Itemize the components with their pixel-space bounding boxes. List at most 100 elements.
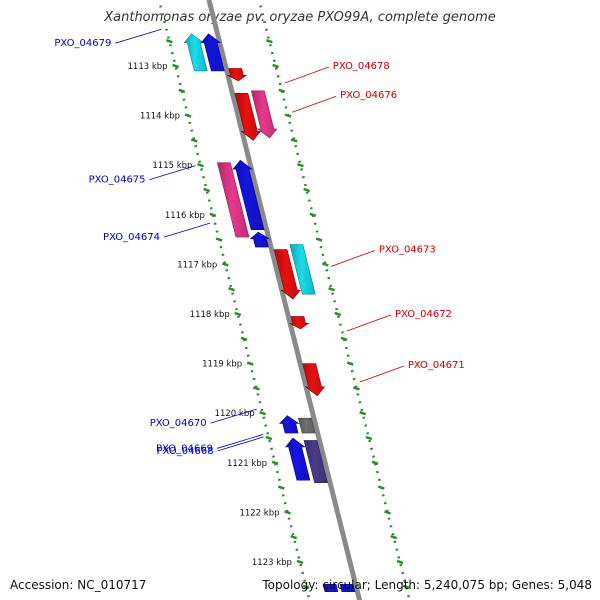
gene-feature [339, 584, 356, 593]
label-leader-line [284, 66, 329, 84]
ruler-tick [365, 435, 373, 441]
kbp-label: 1120 kbp [215, 409, 255, 419]
ruler-tick [190, 138, 198, 143]
gene-pxo-04671 [302, 363, 326, 397]
ruler-tick [290, 535, 298, 540]
ruler-tick [253, 386, 260, 391]
genome-backbone [206, 0, 363, 600]
kbp-label: 1114 kbp [140, 112, 180, 122]
ruler-tick [203, 187, 211, 193]
ruler-tick [315, 237, 323, 242]
ruler-tick [271, 460, 279, 465]
gene-label: PXO_04671 [408, 360, 465, 371]
ruler-tick [290, 138, 298, 143]
gene-feature [273, 249, 301, 300]
gene-label: PXO_04670 [150, 418, 207, 429]
ruler-tick [302, 584, 310, 589]
gene-label: PXO_04672 [395, 309, 452, 320]
ruler-tick [259, 411, 267, 416]
ruler-tick [377, 485, 385, 490]
accession-text: Accession: NC_010717 [10, 578, 147, 592]
gene-label: PXO_04678 [333, 61, 390, 72]
ruler-tick [209, 212, 217, 217]
gene-feature [232, 159, 265, 230]
label-leader-line [330, 250, 375, 267]
ruler-tick [371, 460, 379, 465]
label-leader-line [346, 314, 392, 332]
kbp-label: 1119 kbp [202, 360, 242, 370]
gene-pxo-04678 [227, 68, 248, 82]
genome-summary-text: Topology: circular; Length: 5,240,075 bp… [262, 578, 592, 592]
gene-pxo-04672 [289, 316, 310, 330]
label-leader-line [359, 365, 404, 383]
gene-pxo-04673 [289, 244, 316, 295]
ruler-tick [321, 262, 329, 267]
ruler-tick [240, 336, 248, 341]
kbp-label: 1121 kbp [227, 459, 267, 469]
kbp-label: 1118 kbp [190, 310, 230, 320]
ruler-tick [334, 311, 342, 317]
ruler-tick [346, 361, 354, 366]
label-leader-line [217, 436, 264, 452]
label-leader-line [292, 95, 337, 113]
ruler-tick [297, 163, 304, 168]
ruler-tick [265, 39, 273, 44]
gene-label: PXO_04673 [379, 244, 436, 255]
ruler-tick [265, 435, 273, 441]
label-leader-line [115, 28, 162, 44]
ruler-tick [221, 262, 229, 267]
ruler-tick [353, 386, 360, 391]
ruler-tick [384, 510, 391, 515]
ruler-tick [296, 559, 304, 565]
kbp-label: 1115 kbp [152, 161, 192, 171]
label-leader-line [216, 434, 264, 449]
gene-label: PXO_04674 [103, 232, 160, 243]
map-title: Xanthomonas oryzae pv. oryzae PXO99A, co… [104, 10, 496, 25]
gene-label: PXO_04675 [89, 175, 146, 186]
ruler-tick [184, 113, 192, 118]
gene-label: PXO_04676 [340, 90, 397, 101]
kbp-label: 1122 kbp [239, 508, 279, 518]
kbp-label: 1123 kbp [252, 558, 292, 568]
gene-pxo-04675 [216, 162, 250, 238]
ruler-tick [309, 212, 317, 217]
ruler-tick [402, 584, 410, 589]
ruler-tick [277, 485, 285, 490]
ruler-tick [272, 63, 279, 69]
kbp-label: 1113 kbp [128, 62, 168, 72]
gene-pxo-04668 [303, 440, 328, 483]
label-leader-line [149, 165, 196, 180]
gene-pxo-04674 [249, 231, 271, 248]
ruler-tick [390, 535, 398, 540]
ruler-tick [172, 63, 179, 69]
ruler-tick [228, 287, 235, 292]
ruler-tick [278, 88, 286, 93]
ruler-tick [215, 237, 223, 242]
kbp-label: 1117 kbp [177, 260, 217, 270]
gene-feature [234, 92, 262, 141]
ruler-tick [197, 163, 204, 168]
ruler-tick [284, 113, 292, 118]
ruler-tick [303, 187, 311, 193]
ruler-tick [234, 311, 242, 317]
label-leader-line [210, 408, 257, 424]
gene-feature [322, 584, 339, 593]
ruler-tick [246, 361, 254, 366]
ruler-tick [340, 336, 348, 341]
gene-pxo-04669 [284, 437, 311, 481]
gene-label: PXO_04669 [156, 443, 213, 454]
ruler-tick [165, 39, 173, 44]
gene-pxo-04676 [250, 90, 278, 139]
gene-pxo-04670 [298, 417, 316, 434]
label-leader-line [163, 222, 211, 238]
gene-label: PXO_04668 [157, 446, 214, 457]
gene-feature [279, 415, 300, 434]
ruler-tick [328, 287, 335, 292]
kbp-label: 1116 kbp [165, 211, 205, 221]
ruler-tick [178, 88, 186, 93]
ruler-tick [359, 411, 367, 416]
gene-label: PXO_04679 [54, 38, 111, 49]
ruler-tick [284, 510, 291, 515]
